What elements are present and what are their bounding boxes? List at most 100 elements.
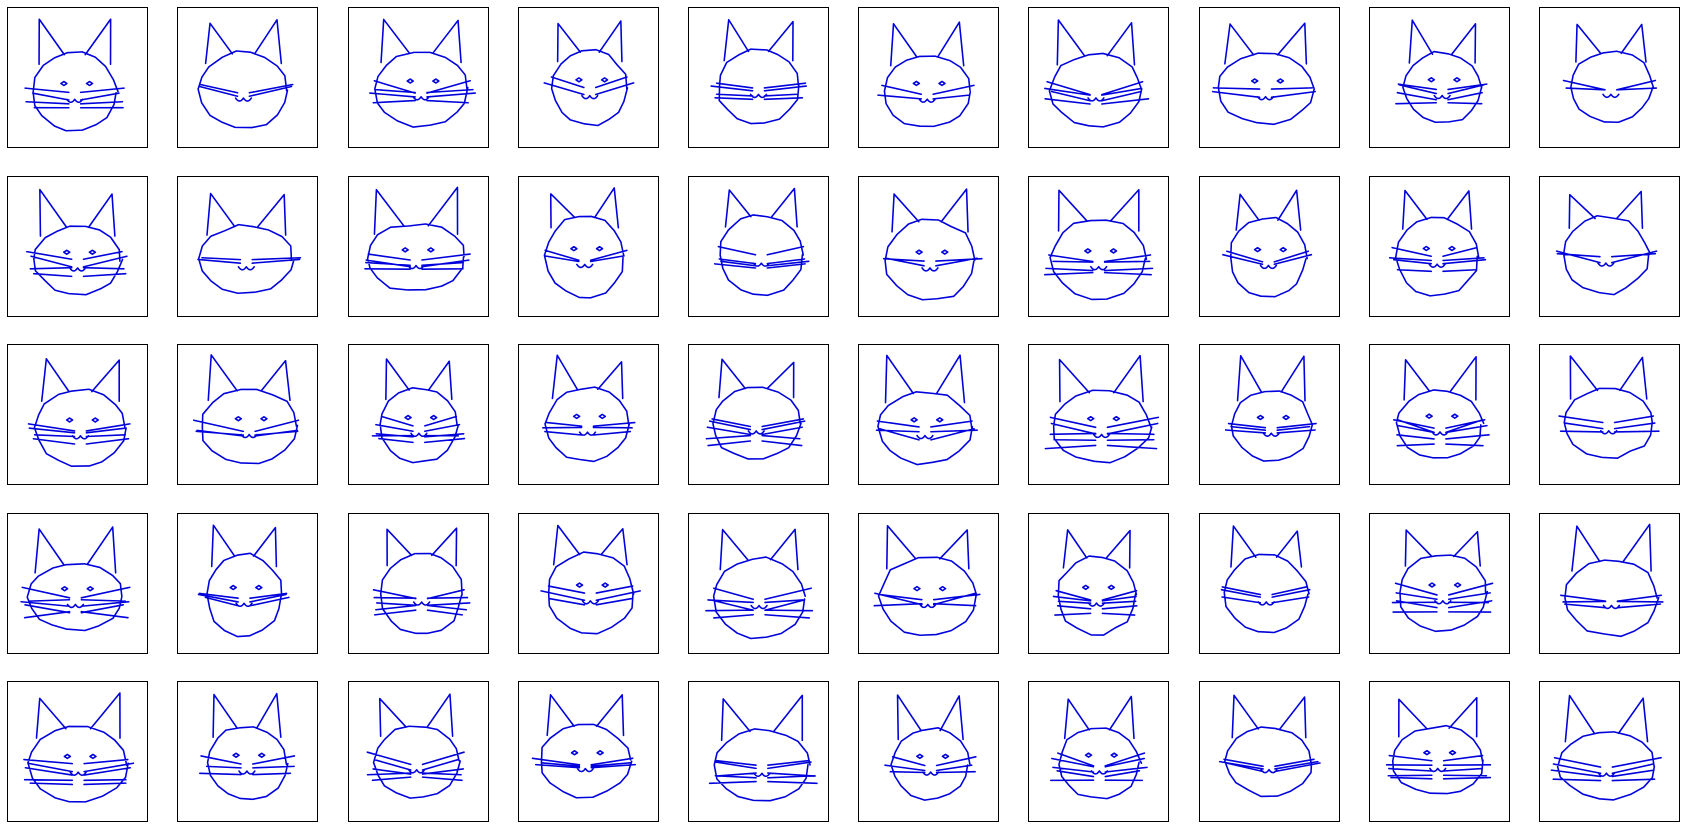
cat-sketch-icon xyxy=(875,354,978,466)
cat-face-eyes-whiskers xyxy=(1369,176,1510,317)
cat-face-many-lines xyxy=(7,344,148,485)
cat-face-crossing-lines xyxy=(177,7,318,148)
cat-sketch-icon xyxy=(1391,529,1494,633)
cat-sketch-icon xyxy=(1385,696,1492,795)
cat-face-dots-whiskers-mouth xyxy=(1199,681,1340,822)
cat-face-simple-mouth xyxy=(688,681,829,822)
cat-sketch-icon xyxy=(197,524,290,638)
cat-face-tilted-whiskers xyxy=(1369,681,1510,822)
cat-sketch-icon xyxy=(1211,22,1316,126)
cat-sketch-icon xyxy=(1560,523,1664,638)
cat-sketch-icon xyxy=(873,524,981,637)
cat-sketch-icon xyxy=(1558,355,1660,459)
cat-sketch-icon xyxy=(710,18,808,125)
cat-face-short-dash-mouth xyxy=(1539,344,1680,485)
cat-face-whisker-scribble xyxy=(858,7,999,148)
cat-face-whiskers xyxy=(688,176,829,317)
cat-sketch-icon xyxy=(1052,529,1138,636)
cat-sketch-icon xyxy=(540,524,641,635)
cat-sketch-icon xyxy=(198,692,296,801)
cat-face-heavy-scribble xyxy=(1199,513,1340,654)
cat-sketch-icon xyxy=(705,358,806,460)
cat-face-mouth-whiskers xyxy=(518,681,659,822)
cat-sketch-icon xyxy=(372,527,471,635)
cat-sketch-icon xyxy=(1220,525,1311,634)
cat-face-eyes-and-mouth xyxy=(1199,7,1340,148)
cat-sketch-icon xyxy=(369,18,476,128)
cat-sketch-icon xyxy=(1555,190,1658,296)
cat-face-dots-and-wavy-mouth xyxy=(1539,7,1680,148)
cat-face-thin-whiskers xyxy=(1369,513,1510,654)
cat-sketch-icon xyxy=(1044,354,1160,464)
cat-face-round-eyes-smile xyxy=(858,513,999,654)
cat-sketch-icon xyxy=(882,188,983,301)
cat-sketch-icon xyxy=(1550,694,1662,801)
cat-sketch-icon xyxy=(877,21,975,128)
cat-sketch-icon xyxy=(27,358,131,467)
cat-sketch-icon xyxy=(1224,354,1317,462)
cat-face-wide-whiskers xyxy=(858,681,999,822)
cat-face-long-chin-whiskers xyxy=(1539,513,1680,654)
cat-face-narrow-oval xyxy=(1028,344,1169,485)
cat-face-eye-and-nose xyxy=(1539,681,1680,822)
cat-sketch-icon xyxy=(197,192,302,295)
cat-sketch-icon xyxy=(1222,189,1313,298)
cat-sketch-icon xyxy=(366,693,465,799)
cat-face-eyes-smile xyxy=(177,513,318,654)
cat-sketch-icon xyxy=(1388,189,1487,297)
cat-face-dots-whiskers xyxy=(688,513,829,654)
cat-face-crossing-whiskers xyxy=(348,176,489,317)
cat-face-smile xyxy=(518,176,659,317)
cat-face-many-whiskers xyxy=(7,176,148,317)
cat-sketch-icon xyxy=(708,694,818,802)
cat-sketch-icon xyxy=(20,526,131,632)
cat-sketch-icon xyxy=(543,187,628,299)
cat-face-side-whiskers xyxy=(1369,7,1510,148)
cat-face-radiating-whiskers xyxy=(1369,344,1510,485)
cat-sketch-icon xyxy=(543,20,635,127)
cat-face-scribbled-center xyxy=(688,7,829,148)
cat-full-body-with-small-head xyxy=(348,7,489,148)
cat-sketch-icon xyxy=(1395,19,1488,124)
cat-sketch-icon xyxy=(23,692,135,803)
cat-sketch-icon xyxy=(1218,694,1321,798)
cat-face-small-ears-oval xyxy=(1028,681,1169,822)
cat-sketch-icon xyxy=(713,187,810,297)
cat-face-long-whiskers xyxy=(348,513,489,654)
cat-sketch-icon xyxy=(1562,23,1658,124)
cat-face-nose-whiskers xyxy=(858,176,999,317)
cat-face-large-eye xyxy=(1199,176,1340,317)
cat-face-eyes-scribbled-nose xyxy=(177,176,318,317)
cat-face-scribbled-features xyxy=(7,513,148,654)
cat-sketch-icon xyxy=(1043,188,1154,301)
cat-face-small-scribble-whiskers xyxy=(1539,176,1680,317)
cat-sketch-icon xyxy=(26,188,128,296)
cat-sketch-icon xyxy=(364,186,471,291)
cat-face-dense-scribble xyxy=(688,344,829,485)
cat-face-dense-whiskers xyxy=(518,344,659,485)
cat-face-whiskers-smile xyxy=(518,7,659,148)
cat-face-dot-and-squiggle xyxy=(1028,7,1169,148)
cat-sketch-icon xyxy=(884,694,977,801)
cat-sketch-icon xyxy=(542,354,636,463)
cat-face-big-eyes-whiskers xyxy=(7,681,148,822)
cat-face-eye-whiskers xyxy=(858,344,999,485)
cat-sketch-icon xyxy=(1393,356,1490,459)
cat-face-simple-smile xyxy=(348,344,489,485)
cat-face-heavy-whiskers xyxy=(1028,513,1169,654)
cat-sketch-icon xyxy=(24,18,125,132)
cat-sketch-icon xyxy=(192,354,300,465)
cat-face-scribbled-eyes xyxy=(518,513,659,654)
cat-face-eye-smile xyxy=(348,681,489,822)
cat-sketch-icon xyxy=(371,358,466,464)
cat-sketch-icon xyxy=(705,528,814,640)
cat-face-crossed-lines xyxy=(177,344,318,485)
cat-sketch-icon xyxy=(197,19,294,129)
cat-face-dash-eyes xyxy=(177,681,318,822)
cat-face-whiskers-mouth xyxy=(1028,176,1169,317)
cat-sketch-icon xyxy=(1044,19,1150,128)
cat-face-dark-eye xyxy=(1199,344,1340,485)
cat-ears-face-single-dot-nose xyxy=(7,7,148,148)
cat-sketch-icon xyxy=(531,694,637,799)
